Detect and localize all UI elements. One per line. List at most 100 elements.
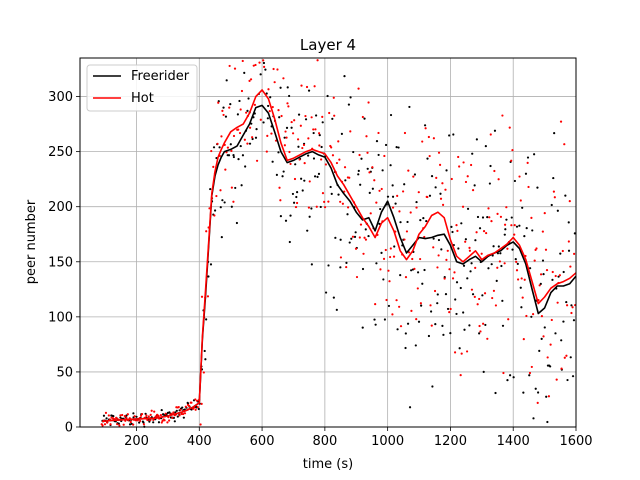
scatter-point xyxy=(118,424,121,427)
scatter-point xyxy=(355,275,359,279)
scatter-point xyxy=(388,280,391,283)
scatter-point xyxy=(542,335,545,338)
scatter-point xyxy=(174,411,177,414)
scatter-point xyxy=(321,192,325,195)
scatter-point xyxy=(331,117,334,120)
scatter-point xyxy=(138,421,141,424)
scatter-point xyxy=(316,175,319,178)
scatter-point xyxy=(463,328,466,331)
scatter-point xyxy=(515,269,519,272)
scatter-point xyxy=(142,421,145,424)
scatter-point xyxy=(471,152,474,155)
scatter-point xyxy=(320,158,323,161)
scatter-point xyxy=(489,164,492,168)
scatter-point xyxy=(331,154,335,157)
scatter-point xyxy=(430,175,434,178)
scatter-point xyxy=(501,324,505,327)
scatter-point xyxy=(478,227,482,230)
x-tick-label: 600 xyxy=(250,434,275,449)
y-tick-label: 100 xyxy=(48,310,73,325)
scatter-point xyxy=(380,187,383,191)
series-lines xyxy=(101,89,577,423)
scatter-point xyxy=(176,415,179,418)
scatter-point xyxy=(246,109,249,113)
scatter-point xyxy=(380,251,383,254)
scatter-point xyxy=(417,320,421,323)
scatter-point xyxy=(496,212,499,216)
scatter-point xyxy=(243,71,246,74)
scatter-point xyxy=(568,200,571,203)
scatter-point xyxy=(428,194,432,197)
scatter-point xyxy=(461,205,465,208)
scatter-point xyxy=(404,332,407,335)
scatter-point xyxy=(468,249,471,252)
scatter-point xyxy=(482,370,485,373)
scatter-point xyxy=(444,293,448,296)
scatter-point xyxy=(153,410,156,413)
scatter-point xyxy=(444,188,447,191)
scatter-point xyxy=(530,365,533,369)
scatter-point xyxy=(379,268,382,271)
scatter-point xyxy=(359,183,362,186)
scatter-point xyxy=(413,173,417,176)
scatter-point xyxy=(549,343,552,346)
scatter-point xyxy=(269,96,272,99)
scatter-point xyxy=(462,161,465,164)
scatter-point xyxy=(448,134,451,137)
scatter-point xyxy=(448,311,451,314)
scatter-point xyxy=(437,151,441,154)
scatter-point xyxy=(221,199,224,202)
scatter-point xyxy=(164,412,167,415)
scatter-point xyxy=(420,304,423,307)
scatter-point xyxy=(446,249,449,252)
scatter-point xyxy=(432,246,435,249)
scatter-point xyxy=(460,222,463,225)
scatter-point xyxy=(107,414,110,417)
scatter-point xyxy=(300,177,303,180)
scatter-point xyxy=(544,248,548,251)
scatter-point xyxy=(474,239,477,242)
scatter-point xyxy=(508,126,511,129)
scatter-point xyxy=(340,132,343,135)
scatter-point xyxy=(175,409,178,412)
scatter-point xyxy=(497,178,500,181)
scatter-point xyxy=(303,179,306,182)
scatter-point xyxy=(439,192,442,195)
scatter-point xyxy=(488,216,491,219)
scatter-point xyxy=(366,167,369,170)
scatter-point xyxy=(409,211,412,214)
scatter-point xyxy=(243,138,246,141)
scatter-point xyxy=(536,401,539,404)
scatter-point xyxy=(528,374,531,377)
scatter-point xyxy=(547,395,551,398)
scatter-point xyxy=(503,233,506,236)
scatter-point xyxy=(232,200,235,203)
scatter-point xyxy=(531,313,535,316)
scatter-point xyxy=(357,169,360,172)
scatter-point xyxy=(328,111,331,115)
scatter-point xyxy=(455,281,459,284)
scatter-point xyxy=(486,216,489,219)
scatter-point xyxy=(248,126,252,129)
scatter-point xyxy=(268,110,271,113)
scatter-point xyxy=(209,187,212,191)
scatter-point xyxy=(541,259,545,262)
x-tick-label: 1400 xyxy=(497,434,530,449)
scatter-point xyxy=(270,132,273,135)
scatter-point xyxy=(272,67,275,71)
scatter-point xyxy=(454,298,457,301)
scatter-point xyxy=(523,235,526,238)
scatter-point xyxy=(179,408,182,411)
y-tick-label: 50 xyxy=(56,365,73,380)
scatter-point xyxy=(520,306,523,309)
scatter-point xyxy=(559,252,562,255)
scatter-point xyxy=(443,277,446,280)
scatter-point xyxy=(453,351,457,354)
scatter-point xyxy=(397,146,400,149)
scatter-point xyxy=(565,304,569,307)
scatter-point xyxy=(265,92,268,95)
scatter-point xyxy=(252,64,255,67)
scatter-point xyxy=(305,85,309,89)
scatter-point xyxy=(456,229,459,232)
scatter-point xyxy=(141,412,144,416)
